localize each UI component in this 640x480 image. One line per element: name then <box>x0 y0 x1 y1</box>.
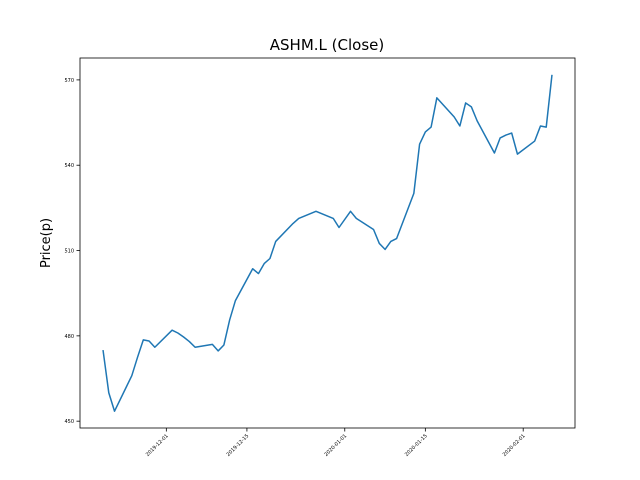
plot-frame <box>79 57 576 429</box>
line-series <box>102 74 553 412</box>
y-tick-label: 480 <box>64 334 74 340</box>
chart-title: ASHM.L (Close) <box>270 36 384 54</box>
y-tick-label: 540 <box>64 163 74 169</box>
y-tick-label: 450 <box>64 419 74 425</box>
y-tick-label: 510 <box>64 249 74 255</box>
y-tick-label: 570 <box>64 78 74 84</box>
y-axis-label: Price(p) <box>39 218 54 268</box>
